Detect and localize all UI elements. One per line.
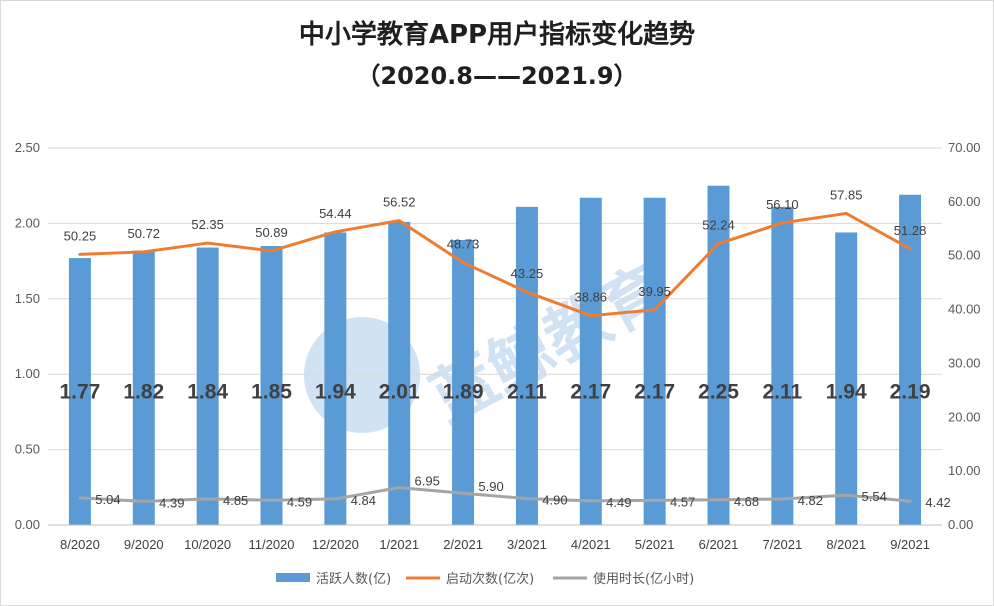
y-left-tick-label: 0.00 <box>15 517 40 532</box>
y-left-tick-label: 1.50 <box>15 291 40 306</box>
bar-data-label: 2.01 <box>379 380 420 403</box>
bar <box>452 239 475 525</box>
watermark-logo: 蓝鲸教育 <box>304 252 680 437</box>
bar <box>835 232 858 525</box>
y-left-tick-label: 1.00 <box>15 366 40 381</box>
bar <box>515 206 538 525</box>
bar <box>324 232 347 525</box>
bar-data-label: 1.94 <box>826 380 867 403</box>
bar-data-label: 1.85 <box>251 380 292 403</box>
line-data-label: 50.25 <box>64 228 97 243</box>
x-tick-label: 8/2021 <box>826 537 866 552</box>
line-data-label: 5.54 <box>862 489 887 504</box>
y-right-tick-label: 50.00 <box>948 248 981 263</box>
line-data-label: 4.49 <box>606 495 631 510</box>
bar <box>771 206 794 525</box>
x-tick-label: 4/2021 <box>571 537 611 552</box>
line-data-label: 50.89 <box>255 225 288 240</box>
y-right-tick-label: 10.00 <box>948 463 981 478</box>
bar-data-label: 1.94 <box>315 380 356 403</box>
bar <box>643 197 666 525</box>
bar-data-label: 2.19 <box>890 380 931 403</box>
line-data-label: 4.68 <box>734 494 759 509</box>
line-data-label: 48.73 <box>447 237 480 252</box>
y-right-tick-label: 60.00 <box>948 194 981 209</box>
line-data-label: 50.72 <box>128 226 161 241</box>
line-data-label: 5.90 <box>478 479 503 494</box>
bar-data-label: 1.77 <box>59 380 100 403</box>
bar-data-label: 2.17 <box>570 380 611 403</box>
y-left-tick-label: 2.50 <box>15 140 40 155</box>
line-data-label: 52.24 <box>702 218 735 233</box>
bar-data-label: 1.89 <box>443 380 484 403</box>
line-data-label: 57.85 <box>830 187 863 202</box>
x-tick-label: 7/2021 <box>762 537 802 552</box>
bar <box>68 258 91 525</box>
line-data-label: 6.95 <box>415 474 440 489</box>
line-data-label: 4.39 <box>159 495 184 510</box>
line-data-label: 39.95 <box>638 284 671 299</box>
line-data-label: 5.04 <box>95 492 120 507</box>
line-data-label: 52.35 <box>191 217 224 232</box>
bar <box>579 197 602 525</box>
bar <box>132 250 155 525</box>
bar <box>899 194 922 526</box>
line-data-label: 56.52 <box>383 195 416 210</box>
line-data-label: 56.10 <box>766 197 799 212</box>
x-tick-label: 11/2020 <box>248 537 294 552</box>
line-data-label: 4.42 <box>925 495 950 510</box>
line-data-label: 51.28 <box>894 223 927 238</box>
y-left-tick-label: 2.00 <box>15 215 40 230</box>
bar <box>707 185 730 525</box>
line-data-label: 4.84 <box>351 493 376 508</box>
line-data-label: 4.90 <box>542 493 567 508</box>
bar <box>260 246 283 525</box>
x-tick-label: 3/2021 <box>507 537 547 552</box>
bar <box>196 247 219 525</box>
x-tick-label: 9/2021 <box>890 537 930 552</box>
line-data-label: 4.59 <box>287 494 312 509</box>
line-data-label: 4.82 <box>798 493 823 508</box>
line-data-label: 38.86 <box>575 290 608 305</box>
line-data-label: 43.25 <box>511 266 544 281</box>
x-tick-label: 9/2020 <box>124 537 164 552</box>
line-data-label: 4.85 <box>223 493 248 508</box>
y-right-tick-label: 20.00 <box>948 409 981 424</box>
bar-data-label: 2.11 <box>762 380 802 403</box>
line-data-label: 4.57 <box>670 494 695 509</box>
legend-label: 活跃人数(亿) <box>316 572 391 587</box>
bar-data-label: 2.25 <box>698 380 739 403</box>
y-right-tick-label: 0.00 <box>948 517 973 532</box>
x-tick-label: 2/2021 <box>443 537 483 552</box>
x-tick-label: 6/2021 <box>699 537 739 552</box>
x-tick-label: 1/2021 <box>379 537 419 552</box>
y-right-tick-label: 30.00 <box>948 355 981 370</box>
y-left-tick-label: 0.50 <box>15 442 40 457</box>
x-tick-label: 8/2020 <box>60 537 100 552</box>
bar-data-label: 2.11 <box>507 380 547 403</box>
x-tick-label: 12/2020 <box>312 537 359 552</box>
line-data-label: 54.44 <box>319 206 352 221</box>
x-tick-label: 10/2020 <box>184 537 231 552</box>
bar-data-label: 1.82 <box>123 380 164 403</box>
bar <box>388 221 411 525</box>
legend-swatch <box>276 573 310 582</box>
series-line-duration <box>78 486 912 503</box>
chart-subtitle: （2020.8——2021.9） <box>356 62 638 90</box>
legend-label: 使用时长(亿小时) <box>593 571 694 587</box>
series-line-launches <box>78 211 912 318</box>
y-right-tick-label: 40.00 <box>948 302 981 317</box>
bar-data-label: 2.17 <box>634 380 675 403</box>
x-tick-label: 5/2021 <box>635 537 675 552</box>
y-right-tick-label: 70.00 <box>948 140 981 155</box>
legend-label: 启动次数(亿次) <box>446 571 534 587</box>
chart-title: 中小学教育APP用户指标变化趋势 <box>298 20 696 50</box>
bar-data-label: 1.84 <box>187 380 228 403</box>
